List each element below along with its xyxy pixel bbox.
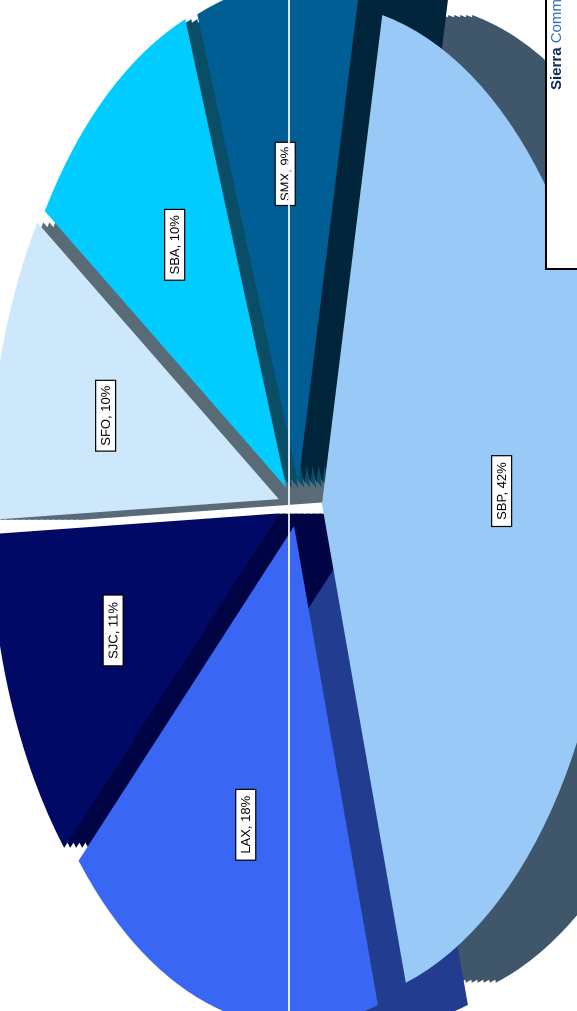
data-label-text-sba: SBA, 10% xyxy=(167,215,182,275)
data-label-box-sba xyxy=(164,208,186,281)
data-label-text-lax: LAX, 18% xyxy=(238,795,253,853)
data-label-box-smx xyxy=(274,141,296,207)
legend-bold-text: Sierra xyxy=(548,47,565,90)
legend-box xyxy=(545,0,577,270)
slice-lax xyxy=(78,526,378,1011)
slice-sbp xyxy=(321,15,577,983)
slice-sjc xyxy=(0,513,280,848)
data-label-smx: SMX, 9% xyxy=(274,141,296,207)
divider-line xyxy=(288,0,290,1011)
data-label-sfo: SFO, 10% xyxy=(95,379,117,452)
legend-label: Sierra Comm... xyxy=(548,0,565,90)
data-label-box-sjc xyxy=(102,594,124,667)
data-label-lax: LAX, 18% xyxy=(235,788,257,861)
data-label-text-sjc: SJC, 11% xyxy=(106,602,121,659)
data-label-sjc: SJC, 11% xyxy=(102,594,124,667)
data-label-text-sbp: SBP, 42% xyxy=(494,462,509,520)
data-label-sba: SBA, 10% xyxy=(164,208,186,281)
legend-rest-text: Comm... xyxy=(548,0,565,44)
slice-sfo xyxy=(0,222,279,520)
data-label-box-sfo xyxy=(95,379,117,452)
slice-smx xyxy=(197,0,358,484)
data-label-box-sbp xyxy=(491,455,513,528)
data-label-text-sfo: SFO, 10% xyxy=(98,385,113,445)
data-label-sbp: SBP, 42% xyxy=(491,455,513,528)
data-label-box-lax xyxy=(235,788,257,861)
data-label-text-smx: SMX, 9% xyxy=(278,146,293,201)
